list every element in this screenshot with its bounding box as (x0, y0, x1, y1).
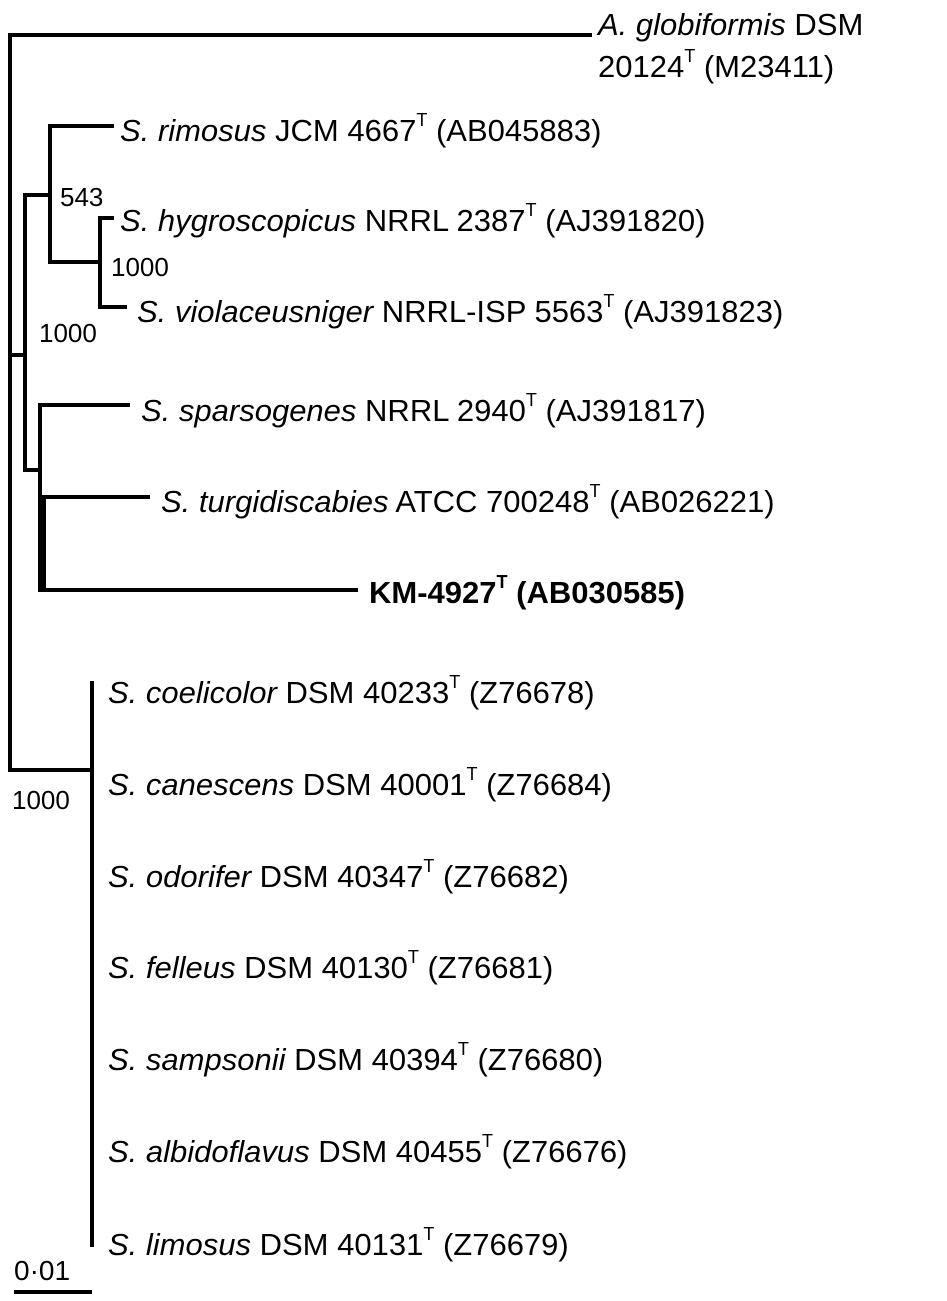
strain: ATCC 700248 (395, 484, 590, 519)
strain: NRRL 2940 (365, 393, 526, 428)
species-name: S. canescens (108, 767, 295, 802)
type-strain-mark: T (589, 480, 601, 501)
taxon-limosus: S. limosus DSM 40131T (Z76679) (108, 1223, 569, 1263)
accession: (AB030585) (516, 575, 685, 610)
accession: (AB045883) (435, 113, 602, 148)
accession: (Z76676) (501, 1134, 628, 1169)
type-strain-mark: T (449, 671, 461, 692)
taxon-sparsogenes: S. sparsogenes NRRL 2940T (AJ391817) (141, 389, 706, 429)
taxon-rimosus: S. rimosus JCM 4667T (AB045883) (120, 109, 602, 149)
species-name: S. coelicolor (108, 675, 277, 710)
taxon-odorifer: S. odorifer DSM 40347T (Z76682) (108, 855, 569, 895)
bootstrap-upper-clade: 1000 (39, 318, 97, 348)
accession: (Z76680) (477, 1042, 604, 1077)
strain: JCM 4667 (275, 113, 417, 148)
type-strain-mark: T (481, 1130, 493, 1151)
type-strain-mark: T (603, 290, 615, 311)
scale-bar-label: 0·01 (14, 1255, 71, 1286)
strain: DSM 20124 (598, 7, 864, 84)
taxon-hygroscopicus: S. hygroscopicus NRRL 2387T (AJ391820) (120, 199, 706, 239)
type-strain-mark: T (423, 855, 435, 876)
species-name: S. odorifer (108, 859, 252, 894)
taxon-globiformis: A. globiformis DSM 20124T (M23411) (598, 4, 947, 88)
accession: (AJ391817) (545, 393, 706, 428)
type-strain-mark: T (416, 109, 428, 130)
strain: DSM 40347 (259, 859, 424, 894)
bootstrap-hygro-violaceus: 1000 (111, 252, 169, 282)
accession: (Z76682) (442, 859, 569, 894)
strain: KM-4927 (369, 575, 497, 610)
accession: (Z76684) (486, 767, 612, 802)
species-name: S. albidoflavus (108, 1134, 310, 1169)
taxon-km4927: KM-4927T (AB030585) (369, 571, 685, 611)
species-name: S. hygroscopicus (120, 203, 357, 238)
species-name: S. sparsogenes (141, 393, 357, 428)
strain: DSM 40001 (302, 767, 467, 802)
strain: DSM 40394 (294, 1042, 458, 1077)
taxon-felleus: S. felleus DSM 40130T (Z76681) (108, 946, 554, 986)
strain: DSM 40130 (244, 950, 408, 985)
accession: (Z76681) (427, 950, 554, 985)
type-strain-mark: T (496, 571, 508, 592)
type-strain-mark: T (684, 45, 696, 66)
taxon-albidoflavus: S. albidoflavus DSM 40455T (Z76676) (108, 1130, 628, 1170)
strain: NRRL-ISP 5563 (381, 294, 604, 329)
strain: NRRL 2387 (364, 203, 526, 238)
accession: (AJ391820) (545, 203, 706, 238)
accession: (Z76678) (468, 675, 595, 710)
species-name: S. violaceusniger (137, 294, 374, 329)
accession: (AJ391823) (623, 294, 784, 329)
strain: DSM 40233 (285, 675, 450, 710)
species-name: S. felleus (108, 950, 236, 985)
accession: (Z76679) (442, 1227, 569, 1262)
taxon-violaceusniger: S. violaceusniger NRRL-ISP 5563T (AJ3918… (137, 290, 784, 330)
species-name: S. limosus (108, 1227, 251, 1262)
species-name: S. turgidiscabies (161, 484, 389, 519)
accession: (M23411) (703, 49, 835, 84)
type-strain-mark: T (525, 199, 537, 220)
type-strain-mark: T (525, 389, 537, 410)
type-strain-mark: T (457, 1038, 469, 1059)
species-name: A. globiformis (598, 7, 786, 42)
species-name: S. rimosus (120, 113, 267, 148)
taxon-coelicolor: S. coelicolor DSM 40233T (Z76678) (108, 671, 595, 711)
taxon-turgidiscabies: S. turgidiscabies ATCC 700248T (AB026221… (161, 480, 775, 520)
bootstrap-lower-clade: 1000 (12, 785, 70, 815)
taxon-sampsonii: S. sampsonii DSM 40394T (Z76680) (108, 1038, 604, 1078)
type-strain-mark: T (423, 1223, 435, 1244)
strain: DSM 40455 (318, 1134, 482, 1169)
strain: DSM 40131 (259, 1227, 424, 1262)
taxon-canescens: S. canescens DSM 40001T (Z76684) (108, 763, 612, 803)
bootstrap-rimosus-hygro: 543 (60, 182, 104, 212)
type-strain-mark: T (407, 946, 419, 967)
type-strain-mark: T (466, 763, 478, 784)
accession: (AB026221) (609, 484, 775, 519)
species-name: S. sampsonii (108, 1042, 286, 1077)
